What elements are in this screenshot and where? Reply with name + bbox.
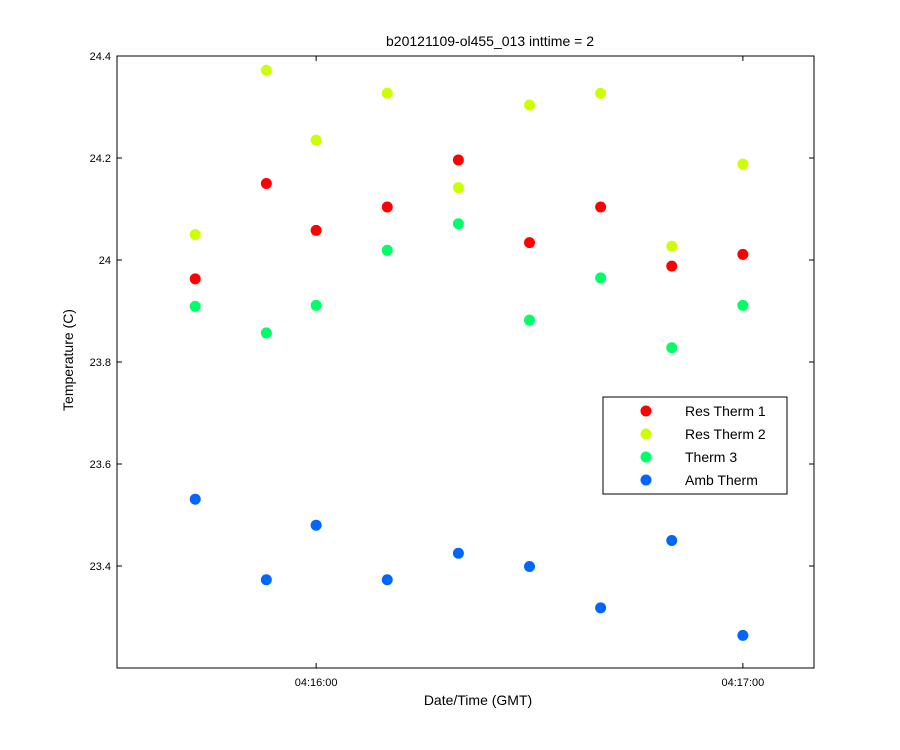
data-point bbox=[666, 240, 678, 252]
y-tick-label: 23.6 bbox=[90, 459, 111, 471]
legend-label: Therm 3 bbox=[685, 449, 737, 465]
data-point bbox=[381, 574, 393, 586]
data-point bbox=[260, 327, 272, 339]
data-point bbox=[524, 237, 536, 249]
chart-title: b20121109-ol455_013 inttime = 2 bbox=[386, 33, 594, 49]
legend-marker bbox=[640, 428, 652, 440]
series-res-therm-2 bbox=[189, 64, 749, 252]
y-tick-label: 24.4 bbox=[90, 51, 111, 63]
plot-frame bbox=[116, 55, 815, 669]
data-point bbox=[595, 272, 607, 284]
data-point bbox=[452, 182, 464, 194]
x-tick-label: 04:16:00 bbox=[295, 677, 338, 689]
data-point bbox=[189, 273, 201, 285]
data-point bbox=[666, 535, 678, 546]
series-res-therm-1 bbox=[189, 154, 749, 285]
y-tick-label: 23.4 bbox=[90, 561, 111, 573]
y-axis-ticks: 23.4 23.6 23.8 24 24.2 24.4 bbox=[90, 51, 814, 573]
data-point bbox=[666, 342, 678, 354]
data-point bbox=[737, 248, 749, 260]
data-point bbox=[524, 561, 536, 573]
legend-label: Res Therm 2 bbox=[685, 426, 766, 442]
data-point bbox=[381, 87, 393, 99]
x-tick-label: 04:17:00 bbox=[721, 677, 764, 689]
data-point bbox=[524, 99, 536, 111]
x-axis-ticks: 04:16:00 04:17:00 bbox=[295, 56, 764, 689]
legend: Res Therm 1 Res Therm 2 Therm 3 Amb Therm bbox=[602, 396, 788, 495]
series-amb-therm bbox=[189, 493, 749, 641]
legend-marker bbox=[640, 451, 652, 463]
legend-marker bbox=[640, 405, 652, 417]
y-tick-label: 24 bbox=[99, 255, 111, 267]
data-point bbox=[310, 299, 322, 311]
data-point bbox=[737, 629, 749, 641]
x-axis-label: Date/Time (GMT) bbox=[424, 692, 532, 708]
data-point bbox=[260, 574, 272, 586]
data-point bbox=[452, 218, 464, 230]
data-point bbox=[310, 134, 322, 146]
y-axis-label: Temperature (C) bbox=[60, 309, 76, 411]
data-point bbox=[737, 299, 749, 311]
series-therm-3 bbox=[189, 218, 749, 354]
data-point bbox=[189, 300, 201, 312]
legend-label: Res Therm 1 bbox=[685, 403, 766, 419]
data-point bbox=[260, 64, 272, 76]
legend-marker bbox=[640, 474, 652, 486]
data-point bbox=[595, 201, 607, 213]
data-point bbox=[595, 602, 607, 614]
data-point bbox=[381, 244, 393, 256]
y-tick-label: 24.2 bbox=[90, 153, 111, 165]
data-point bbox=[381, 201, 393, 213]
legend-box bbox=[602, 396, 788, 495]
data-point bbox=[310, 224, 322, 236]
data-point bbox=[595, 87, 607, 99]
y-tick-label: 23.8 bbox=[90, 357, 111, 369]
legend-label: Amb Therm bbox=[685, 472, 758, 488]
data-points bbox=[189, 64, 749, 641]
data-point bbox=[189, 229, 201, 240]
data-point bbox=[452, 154, 464, 166]
plot-area bbox=[116, 55, 815, 669]
data-point bbox=[452, 547, 464, 559]
data-point bbox=[524, 314, 536, 326]
data-point bbox=[737, 158, 749, 170]
data-point bbox=[189, 493, 201, 505]
data-point bbox=[310, 519, 322, 531]
data-point bbox=[260, 178, 272, 189]
data-point bbox=[666, 260, 678, 272]
